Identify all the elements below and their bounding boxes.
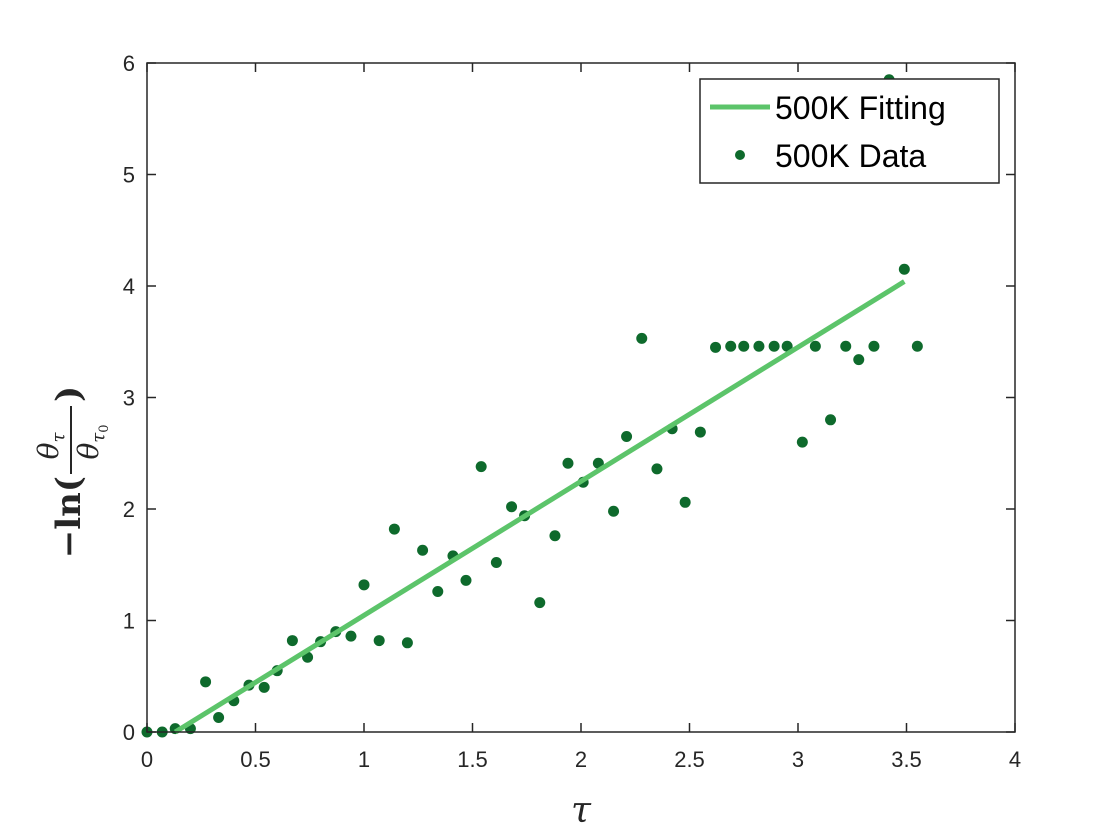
data-point bbox=[534, 597, 546, 609]
x-tick-label: 3 bbox=[792, 747, 804, 772]
fit-line bbox=[173, 279, 906, 735]
data-point bbox=[753, 340, 765, 352]
data-point bbox=[562, 457, 574, 469]
y-denominator-symbol: θ bbox=[72, 443, 105, 460]
data-point bbox=[286, 635, 298, 647]
y-axis-title-prefix: −ln( bbox=[49, 476, 89, 558]
legend-fit-label: 500K Fitting bbox=[775, 90, 946, 126]
y-tick-label: 4 bbox=[123, 274, 135, 299]
y-denominator-subsub: 0 bbox=[97, 424, 112, 432]
data-point bbox=[651, 463, 663, 475]
data-point bbox=[388, 523, 400, 535]
data-point bbox=[853, 354, 865, 366]
data-point bbox=[345, 630, 357, 642]
y-tick-label: 1 bbox=[123, 609, 135, 634]
x-tick-label: 1.5 bbox=[457, 747, 488, 772]
x-axis-ticks: 0 0.5 1 1.5 2 2.5 3 3.5 4 bbox=[141, 63, 1021, 772]
data-point bbox=[911, 340, 923, 352]
data-point bbox=[401, 637, 413, 649]
data-point bbox=[258, 681, 270, 693]
data-point bbox=[768, 340, 780, 352]
x-tick-label: 0 bbox=[141, 747, 153, 772]
x-tick-label: 0.5 bbox=[240, 747, 271, 772]
legend-data-label: 500K Data bbox=[775, 138, 926, 174]
data-point bbox=[840, 340, 852, 352]
data-point bbox=[608, 505, 620, 517]
x-tick-label: 3.5 bbox=[891, 747, 922, 772]
y-axis-ticks: 0 1 2 3 4 5 6 bbox=[123, 51, 1015, 745]
data-point bbox=[475, 461, 487, 473]
y-axis-title-suffix: ) bbox=[49, 386, 89, 402]
y-numerator-sub: τ bbox=[48, 432, 69, 443]
y-axis-title: −ln( θτ θτ0 ) bbox=[32, 386, 112, 558]
y-tick-label: 3 bbox=[123, 386, 135, 411]
y-numerator-symbol: θ bbox=[32, 442, 65, 459]
data-point bbox=[373, 635, 385, 647]
data-point bbox=[710, 341, 722, 353]
data-point bbox=[506, 501, 518, 513]
y-denominator-sub: τ bbox=[88, 432, 109, 443]
x-tick-label: 2.5 bbox=[674, 747, 705, 772]
x-tick-label: 4 bbox=[1009, 747, 1021, 772]
data-points bbox=[141, 74, 923, 738]
data-point bbox=[621, 431, 633, 443]
y-axis-title-numerator: θτ bbox=[32, 432, 69, 460]
data-point bbox=[213, 712, 225, 724]
data-point bbox=[738, 340, 750, 352]
fit-line-group bbox=[173, 279, 906, 735]
data-point bbox=[432, 586, 444, 598]
x-tick-label: 2 bbox=[575, 747, 587, 772]
data-point bbox=[781, 340, 793, 352]
data-point bbox=[868, 340, 880, 352]
data-point bbox=[460, 574, 472, 586]
y-axis-title-denominator: θτ0 bbox=[72, 424, 112, 459]
data-point bbox=[796, 436, 808, 448]
y-tick-label: 5 bbox=[123, 163, 135, 188]
data-point bbox=[898, 263, 910, 275]
data-point bbox=[679, 496, 691, 508]
data-point bbox=[490, 557, 502, 569]
data-point bbox=[694, 426, 706, 438]
data-point bbox=[358, 579, 370, 591]
y-tick-label: 0 bbox=[123, 720, 135, 745]
y-tick-label: 6 bbox=[123, 51, 135, 76]
x-tick-label: 1 bbox=[358, 747, 370, 772]
legend-box bbox=[699, 78, 1000, 184]
data-point bbox=[809, 340, 821, 352]
x-axis-title: τ bbox=[571, 790, 592, 831]
legend-data-swatch bbox=[735, 150, 745, 160]
y-tick-label: 2 bbox=[123, 497, 135, 522]
data-point bbox=[549, 530, 561, 542]
data-point bbox=[417, 544, 429, 556]
legend: 500K Fitting 500K Data bbox=[699, 78, 1000, 184]
data-point bbox=[825, 414, 837, 426]
data-point bbox=[636, 332, 648, 344]
data-point bbox=[725, 340, 737, 352]
data-point bbox=[200, 676, 212, 688]
